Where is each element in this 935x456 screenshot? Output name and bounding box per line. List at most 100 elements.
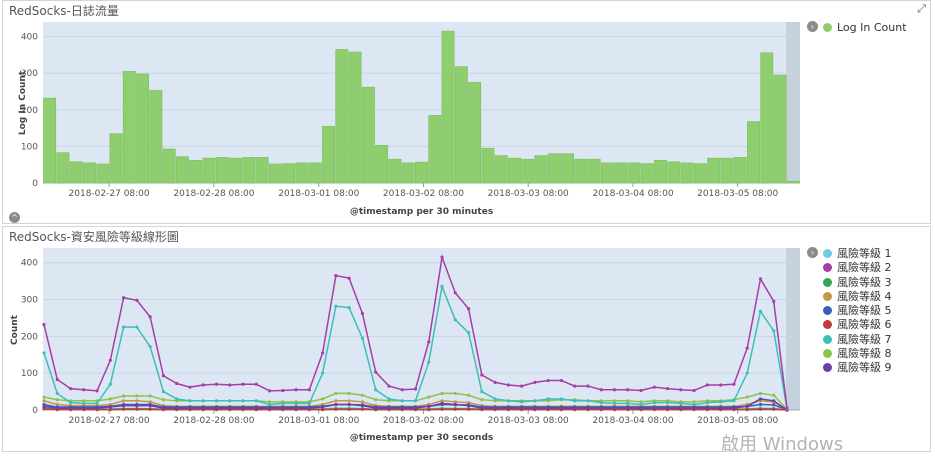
data-point	[772, 407, 776, 411]
bar	[162, 148, 176, 184]
data-point	[466, 407, 471, 411]
bar	[627, 162, 641, 184]
data-point	[466, 403, 471, 408]
data-point	[506, 399, 510, 403]
data-point	[639, 388, 643, 393]
data-point	[82, 406, 86, 410]
legend-item[interactable]: Log In Count	[823, 21, 907, 35]
legend-item[interactable]: 風險等級 1	[823, 247, 892, 261]
data-point	[108, 408, 112, 412]
legend-item[interactable]: 風險等級 7	[823, 333, 892, 347]
bar	[202, 157, 216, 184]
data-point	[374, 388, 378, 392]
bar	[521, 158, 535, 184]
data-point	[520, 406, 524, 410]
data-point	[427, 340, 431, 344]
bar	[494, 155, 508, 184]
bar	[83, 162, 96, 184]
data-point	[321, 351, 325, 355]
legend-item[interactable]: 風險等級 9	[823, 361, 892, 375]
legend-item[interactable]: 風險等級 2	[823, 261, 892, 275]
data-point	[705, 401, 709, 405]
data-point	[440, 407, 444, 411]
bar	[348, 51, 362, 184]
plot-edge-band	[786, 22, 800, 183]
x-axis-label: @timestamp per 30 minutes	[350, 207, 493, 217]
data-point	[639, 402, 643, 407]
legend-item[interactable]: 風險等級 6	[823, 318, 892, 332]
legend-dot-icon	[823, 249, 832, 258]
windows-activation-watermark: 啟用 Windows	[721, 434, 844, 455]
legend-item[interactable]: 風險等級 8	[823, 347, 892, 361]
expand-icon[interactable]: ⤢	[917, 2, 926, 15]
data-point	[745, 408, 749, 412]
legend-label: 風險等級 9	[837, 361, 892, 375]
data-point	[148, 400, 152, 404]
data-point	[374, 370, 378, 374]
legend-toggle-icon[interactable]: ›	[807, 21, 818, 32]
data-point	[493, 397, 497, 401]
data-point	[732, 399, 736, 403]
bar	[415, 161, 428, 184]
data-point	[135, 325, 139, 329]
legend-dot-icon	[823, 306, 832, 316]
panel-title: RedSocks-資安風險等級線形圖	[9, 230, 179, 244]
x-tick-label: 2018-02-28 08:00	[173, 416, 254, 426]
data-point	[480, 389, 484, 394]
data-point	[347, 306, 351, 310]
data-point	[732, 382, 736, 386]
data-point	[55, 406, 59, 410]
y-tick-label: 200	[21, 106, 38, 116]
data-point	[546, 397, 550, 401]
data-point	[281, 388, 285, 393]
data-point	[732, 406, 736, 410]
y-axis-label: Count	[10, 314, 20, 345]
data-point	[108, 405, 112, 409]
data-point	[427, 408, 431, 412]
bar	[534, 155, 548, 184]
data-point	[108, 397, 112, 401]
data-point	[785, 406, 789, 410]
data-point	[148, 394, 152, 398]
x-tick-label: 2018-03-04 08:00	[592, 189, 673, 199]
data-point	[201, 406, 205, 410]
legend-item[interactable]: 風險等級 3	[823, 276, 892, 290]
collapse-legend-icon[interactable]: ^	[9, 212, 20, 223]
data-point	[55, 398, 59, 402]
legend-item[interactable]: 風險等級 4	[823, 290, 892, 304]
data-point	[573, 406, 577, 410]
x-tick-label: 2018-03-05 08:00	[697, 416, 778, 426]
x-tick-label: 2018-03-03 08:00	[488, 416, 569, 426]
bar	[640, 163, 654, 184]
data-point	[679, 401, 683, 405]
data-point	[493, 380, 497, 384]
data-point	[758, 407, 763, 411]
data-point	[122, 394, 126, 398]
y-axis-label: Log In Count	[18, 70, 28, 135]
bar	[733, 157, 747, 184]
bar	[56, 152, 70, 184]
data-point	[745, 395, 749, 399]
data-point	[427, 360, 431, 364]
legend-toggle-icon[interactable]: ›	[807, 247, 818, 258]
data-point	[772, 393, 776, 397]
data-point	[692, 388, 696, 393]
bar	[229, 157, 243, 184]
data-point	[321, 371, 325, 375]
bar	[614, 162, 628, 184]
legend-item[interactable]: 風險等級 5	[823, 304, 892, 318]
data-point	[692, 400, 696, 404]
data-point	[148, 345, 152, 349]
bar	[242, 157, 256, 184]
data-point	[586, 406, 590, 410]
data-point	[652, 385, 656, 389]
data-point	[294, 388, 298, 392]
bar	[707, 157, 721, 184]
data-point	[573, 384, 577, 388]
data-point	[559, 378, 564, 383]
data-point	[772, 299, 776, 303]
data-point	[281, 406, 285, 410]
y-tick-label: 0	[32, 406, 38, 416]
data-point	[135, 394, 139, 398]
